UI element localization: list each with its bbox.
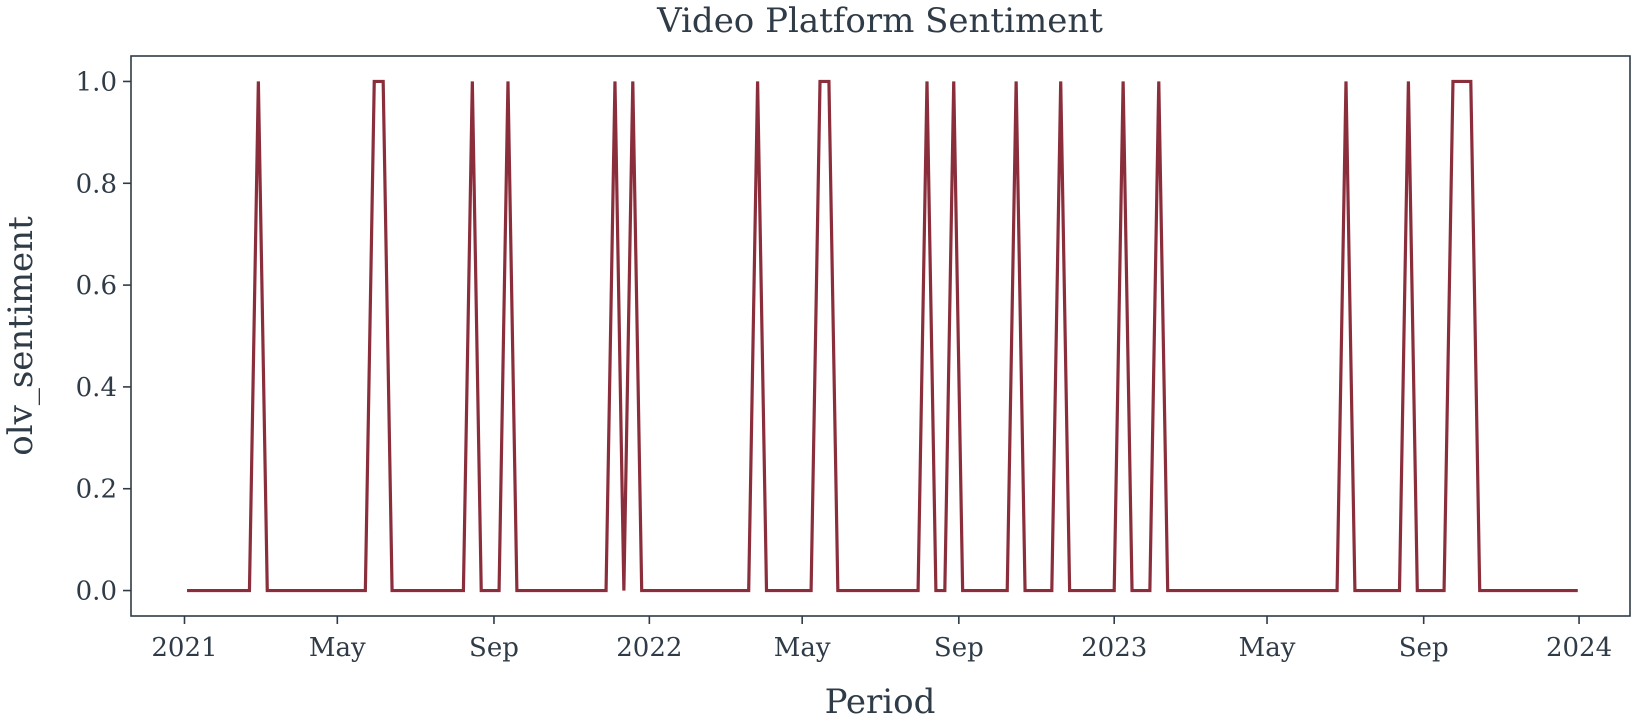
y-tick-label: 0.2 — [76, 475, 117, 505]
x-tick-label: 2024 — [1546, 633, 1612, 663]
series-line-olv-sentiment — [187, 79, 1578, 593]
plot-area — [187, 79, 1578, 593]
y-axis-label: olv_sentiment — [1, 216, 41, 456]
y-tick-label: 0.8 — [76, 169, 117, 199]
x-tick-label: May — [1239, 633, 1296, 663]
x-tick-label: 2021 — [151, 633, 217, 663]
x-tick-label: 2023 — [1081, 633, 1147, 663]
x-axis-label: Period — [825, 682, 936, 722]
y-tick-label: 0.4 — [76, 373, 117, 403]
chart-title: Video Platform Sentiment — [656, 1, 1103, 41]
plot-frame — [130, 55, 1631, 617]
y-tick-label: 1.0 — [76, 67, 117, 97]
x-tick-label: May — [774, 633, 831, 663]
y-tick-label: 0.6 — [76, 271, 117, 301]
x-tick-label: 2022 — [616, 633, 682, 663]
x-tick-label: May — [309, 633, 366, 663]
x-axis: 2021 May Sep 2022 May Sep 2023 May Sep 2024 — [151, 616, 1612, 663]
x-tick-label: Sep — [1399, 633, 1449, 663]
y-tick-label: 0.0 — [76, 577, 117, 607]
x-tick-label: Sep — [469, 633, 519, 663]
x-tick-label: Sep — [934, 633, 984, 663]
y-axis: 0.0 0.2 0.4 0.6 0.8 1.0 — [76, 67, 131, 607]
